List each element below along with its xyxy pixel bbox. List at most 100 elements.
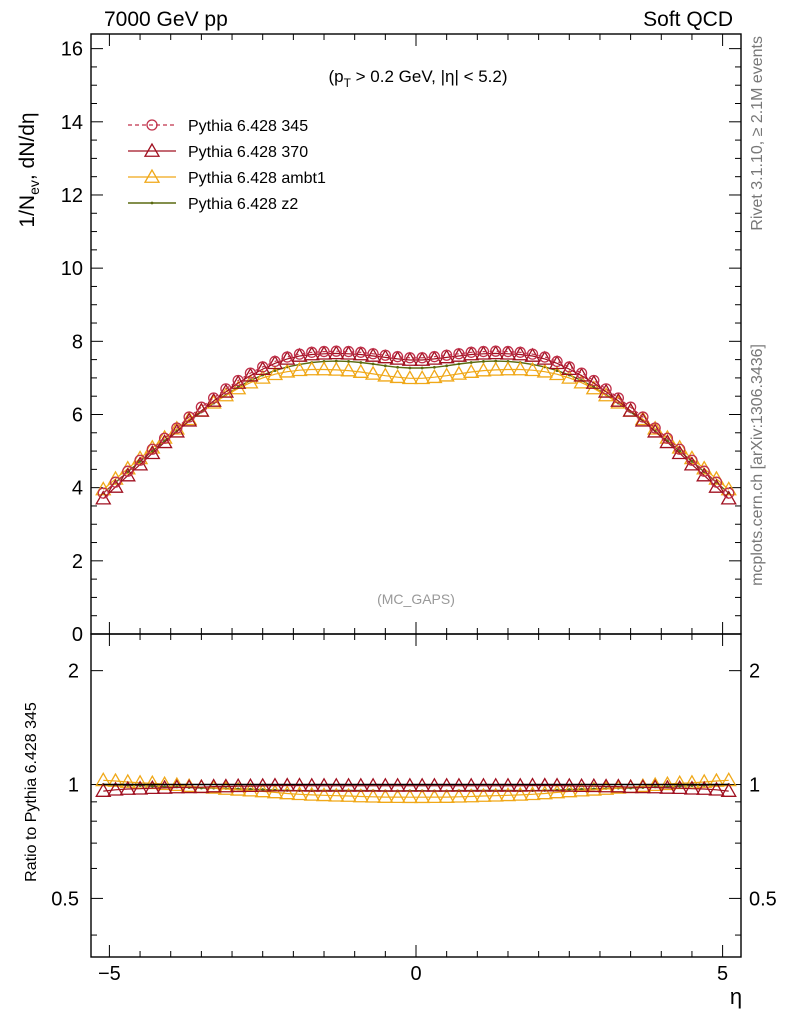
mcplots-url-text: mcplots.cern.ch [arXiv:1306.3436] [749, 344, 766, 586]
data-point-series-1 [389, 350, 406, 365]
ratio-point-series-1 [585, 777, 602, 793]
x-tick-label: 0 [410, 963, 421, 985]
x-tick-label: 5 [717, 963, 728, 985]
data-point-series-0 [441, 349, 453, 361]
data-point-series-3 [555, 369, 559, 372]
data-point-series-0 [624, 401, 637, 413]
legend-label: Pythia 6.428 370 [188, 144, 308, 161]
ratio-point-series-2 [303, 786, 320, 801]
ratio-point-series-2 [217, 780, 235, 795]
ratio-point-series-1 [95, 782, 112, 797]
ratio-point-series-2 [230, 781, 247, 796]
data-point-series-3 [396, 365, 400, 369]
data-point-series-2 [561, 369, 578, 384]
data-point-series-2 [291, 361, 308, 377]
legend-entry-1: Pythia 6.428 370 [128, 142, 308, 161]
data-point-series-1 [230, 374, 247, 389]
data-point-series-1 [499, 345, 517, 360]
data-point-series-0 [686, 454, 698, 466]
ratio-point-series-2 [414, 788, 431, 804]
ratio-point-series-2 [659, 775, 676, 791]
ratio-point-series-2 [119, 773, 136, 788]
data-point-series-2 [573, 374, 590, 389]
data-point-series-0 [563, 361, 575, 373]
ratio-point-series-2 [131, 774, 149, 789]
data-point-series-0 [661, 432, 674, 444]
data-point-series-2 [401, 369, 418, 385]
ratio-point-series-1 [597, 778, 615, 793]
ratio-point-series-2 [708, 772, 725, 787]
ratio-point-series-2 [548, 784, 566, 799]
ratio-y-tick-label-right: 1 [749, 775, 760, 797]
y-tick-label: 2 [72, 551, 83, 573]
ratio-point-series-2 [536, 785, 553, 800]
data-point-series-0 [207, 392, 220, 404]
legend-marker [143, 168, 161, 183]
ratio-point-series-2 [585, 781, 602, 796]
data-point-series-1 [377, 349, 394, 364]
data-point-series-2 [95, 481, 112, 496]
data-point-series-1 [720, 490, 737, 505]
ratio-point-series-2 [597, 780, 615, 795]
y-tick-label: 16 [61, 39, 83, 61]
data-point-series-2 [328, 361, 345, 376]
data-point-series-3 [334, 359, 338, 363]
ratio-point-series-2 [401, 788, 418, 804]
data-point-series-0 [453, 348, 465, 360]
data-point-series-0 [428, 351, 441, 363]
data-point-series-0 [257, 361, 269, 373]
data-point-series-0 [490, 345, 502, 357]
data-point-series-0 [232, 374, 244, 387]
data-point-series-3 [678, 449, 682, 453]
ratio-point-series-3 [567, 788, 571, 791]
ratio-y-tick-label: 1 [68, 775, 79, 797]
ratio-point-series-2 [475, 787, 492, 802]
ratio-point-series-2 [242, 782, 259, 797]
data-point-series-3 [138, 459, 142, 463]
data-point-series-0 [355, 346, 367, 358]
y-tick-label: 6 [72, 404, 83, 426]
ratio-point-series-2 [438, 788, 455, 803]
data-point-series-0 [183, 411, 195, 423]
data-point-series-0 [306, 346, 318, 358]
data-point-series-0 [404, 352, 416, 364]
data-point-series-3 [371, 362, 375, 366]
data-point-series-1 [487, 345, 504, 360]
data-point-series-0 [134, 454, 146, 466]
ratio-point-series-1 [144, 779, 161, 795]
ratio-point-series-2 [291, 785, 308, 801]
x-tick-label: −5 [98, 963, 121, 985]
ratio-point-series-2 [279, 785, 296, 800]
data-point-series-0 [146, 443, 158, 455]
data-point-series-0 [526, 348, 539, 360]
y-tick-label: 10 [61, 258, 83, 280]
ratio-point-series-2 [720, 772, 737, 787]
y-tick-label: 0 [72, 624, 83, 646]
data-point-series-1 [315, 345, 333, 360]
data-point-series-0 [600, 383, 612, 395]
data-point-series-0 [723, 487, 735, 499]
data-point-series-2 [279, 363, 296, 378]
data-point-series-2 [303, 361, 320, 376]
data-point-series-2 [524, 361, 541, 377]
data-point-series-1 [242, 367, 259, 382]
ratio-point-series-2 [389, 788, 406, 804]
data-point-series-0 [109, 476, 122, 488]
data-point-series-2 [487, 361, 504, 376]
ratio-point-series-1 [131, 780, 149, 795]
ratio-point-series-3 [261, 788, 265, 791]
data-point-series-0 [391, 351, 404, 363]
data-point-series-0 [649, 422, 661, 434]
data-point-series-1 [352, 346, 369, 361]
ratio-point-series-2 [352, 788, 369, 803]
ratio-frame [90, 633, 742, 958]
data-point-series-1 [426, 350, 443, 365]
ratio-point-series-1 [610, 778, 627, 793]
ratio-point-series-1 [180, 779, 198, 794]
data-point-series-3 [347, 360, 350, 363]
ratio-point-series-1 [720, 782, 737, 797]
series-line-0 [102, 350, 730, 494]
data-point-series-2 [377, 367, 394, 382]
data-point-series-0 [465, 346, 477, 358]
